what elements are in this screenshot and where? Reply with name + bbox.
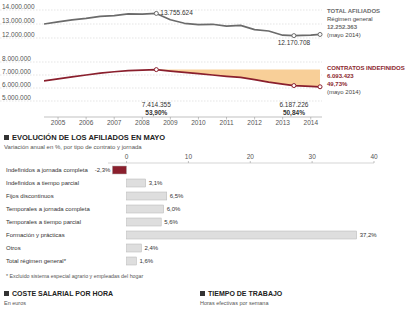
y-tick-label: 8.000.000 <box>2 55 31 62</box>
annotation-marker <box>292 34 296 38</box>
y-tick-label: 6.000.000 <box>2 81 31 88</box>
bar <box>127 192 167 200</box>
data-label: 5,6% <box>164 219 178 225</box>
x-tick-label: 40 <box>370 153 378 160</box>
data-label: 37,2% <box>360 232 378 238</box>
annotation-text: 50,84% <box>283 109 305 117</box>
data-label: 6,5% <box>170 193 184 199</box>
x-tick-label: 2006 <box>79 119 94 126</box>
x-tick-label: 2009 <box>163 119 178 126</box>
section-bullet <box>200 291 205 296</box>
section-title: TIEMPO DE TRABAJO <box>208 290 283 297</box>
category-label: Total régimen general* <box>6 258 67 264</box>
grid-line <box>0 62 322 63</box>
data-label: 3,1% <box>149 180 163 186</box>
series-label-line: (mayo 2014) <box>327 89 361 95</box>
figure: 14.000.000 13.000.000 12.000.000 8.000.000 7… <box>0 0 414 311</box>
x-tick <box>188 161 189 163</box>
annotation-text: 13.755.624 <box>160 9 193 16</box>
x-tick-label: 2012 <box>247 119 262 126</box>
x-tick-label: 2005 <box>51 119 66 126</box>
x-tick-label: 2011 <box>220 119 234 126</box>
grid-line <box>0 38 322 39</box>
x-axis-line <box>44 117 322 118</box>
y-tick-label: 5.000.000 <box>2 94 31 101</box>
annotation-text: 7.414.355 <box>142 101 171 108</box>
series-label-line: (mayo 2014) <box>327 32 361 38</box>
plot-area <box>112 166 356 265</box>
series-label: TOTAL AFILIADOS <box>327 8 380 14</box>
end-marker <box>318 85 322 89</box>
series-label-line: 49,73% <box>327 81 348 87</box>
section-subtitle: Horas efectivas por semana <box>200 300 269 306</box>
plot-area <box>44 13 320 86</box>
data-label: -2,3% <box>95 167 111 173</box>
series-label: CONTRATOS INDEFINIDOS <box>327 65 405 71</box>
annotation-text: 53,90% <box>145 109 167 117</box>
x-axis-line <box>108 163 374 164</box>
y-tick-label: 12.000.000 <box>2 31 35 38</box>
x-tick-label: 2008 <box>135 119 150 126</box>
grid-line <box>0 88 322 89</box>
title-bullet <box>4 135 9 140</box>
series-label-line: 6.093.423 <box>327 73 354 79</box>
x-tick-label: 20 <box>247 153 255 160</box>
footnote: * Excluido sistema especial agrario y em… <box>6 273 143 279</box>
category-label: Otros <box>6 245 21 251</box>
annotation-marker <box>154 11 158 15</box>
x-tick-label: 30 <box>309 153 317 160</box>
category-label: Temporales a tiempo parcial <box>6 219 81 225</box>
category-label: Indefinidos a jornada completa <box>6 167 88 173</box>
x-tick-label: 2014 <box>304 119 319 126</box>
section-title: COSTE SALARIAL POR HORA <box>12 290 113 297</box>
bar <box>112 166 126 174</box>
x-tick <box>374 161 375 163</box>
bar <box>127 257 137 265</box>
category-label: Indefinidos a tiempo parcial <box>6 180 79 186</box>
x-tick <box>312 161 313 163</box>
section-bullet <box>4 291 9 296</box>
y-tick-label: 7.000.000 <box>2 68 31 75</box>
section-subtitle: En euros <box>4 300 26 306</box>
data-label: 2,4% <box>144 245 158 251</box>
bar <box>127 218 162 226</box>
x-tick-label: 0 <box>125 153 129 160</box>
series-line <box>44 13 320 35</box>
bar <box>127 244 142 252</box>
bar <box>127 179 146 187</box>
x-tick-label: 2010 <box>191 119 206 126</box>
series-label-line: 12.252.363 <box>327 24 358 30</box>
category-label: Formación y prácticas <box>6 232 65 238</box>
x-tick <box>250 161 251 163</box>
x-tick-label: 2013 <box>275 119 290 126</box>
y-tick-label: 13.000.000 <box>2 17 35 24</box>
y-tick-label: 14.000.000 <box>2 3 35 10</box>
annotation-text: 12.170.708 <box>278 39 311 46</box>
category-label: Fijos discontinuos <box>6 193 54 199</box>
end-marker <box>318 32 322 36</box>
chart-title: EVOLUCIÓN DE LOS AFILIADOS EN MAYO <box>12 133 165 142</box>
annotation-text: 6.187.226 <box>279 101 308 108</box>
series-label-line: Régimen general <box>327 16 373 22</box>
x-tick-label: 10 <box>185 153 193 160</box>
data-label: 6,0% <box>167 206 181 212</box>
data-label: 1,6% <box>139 258 153 264</box>
bar <box>127 205 164 213</box>
category-label: Temporales a jornada completa <box>6 206 90 212</box>
x-tick <box>126 161 127 163</box>
x-tick-label: 2007 <box>107 119 122 126</box>
series-line <box>44 70 320 87</box>
chart-subtitle: Variación anual en %, por tipo de contra… <box>4 144 142 150</box>
bar <box>127 231 357 239</box>
annotation-marker <box>292 84 296 88</box>
annotation-marker <box>154 68 158 72</box>
